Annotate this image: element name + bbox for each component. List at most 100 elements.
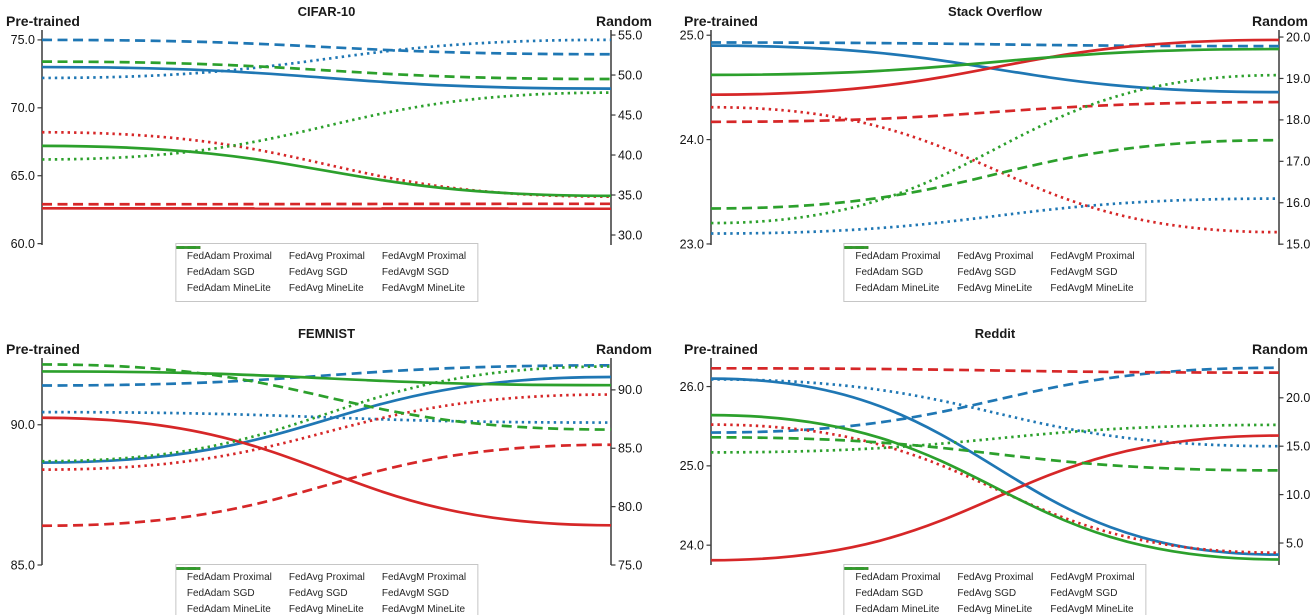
chart-cell-cifar-10: 75.0 70.0 65.0 60.0 55.0 50.0 45.0 40.0 35.0 30.0… bbox=[0, 0, 658, 307]
legend-item-fedavgm-proximal: FedAvgM Proximal bbox=[844, 567, 1135, 585]
right-axis-tick-label: 19.0 bbox=[1286, 72, 1310, 86]
series-line-fedavgm-proximal bbox=[41, 363, 612, 431]
legend-item-fedavgm-sgd: FedAvgM SGD bbox=[844, 567, 1134, 601]
legend-label: FedAvgM SGD bbox=[1050, 588, 1118, 599]
legend-label: FedAvg SGD bbox=[288, 588, 348, 599]
legend-label: FedAdam MineLite bbox=[186, 604, 271, 615]
legend-label: FedAvgM SGD bbox=[1050, 267, 1118, 278]
legend-label: FedAvgM Proximal bbox=[381, 572, 467, 583]
right-axis-tick-label: 35.0 bbox=[618, 188, 642, 202]
legend-label: FedAvg MineLite bbox=[288, 283, 364, 294]
chart-title: Reddit bbox=[975, 326, 1016, 341]
legend-item-fedadam-minelite: FedAdam MineLite bbox=[844, 567, 940, 615]
series-line-fedavgm-minelite bbox=[41, 91, 612, 161]
series-line-fedadam-sgd bbox=[710, 377, 1280, 556]
legend-item-fedavg-proximal: FedAvg Proximal bbox=[175, 567, 365, 585]
series-line-fedavg-minelite bbox=[41, 130, 612, 198]
left-axis-tick-label: 24.0 bbox=[680, 538, 704, 552]
legend-item-fedavgm-proximal: FedAvgM Proximal bbox=[175, 567, 467, 585]
series-line-fedadam-sgd bbox=[710, 44, 1280, 94]
series-line-fedavgm-sgd bbox=[710, 47, 1280, 77]
right-axis-tick-label: 45.0 bbox=[618, 108, 642, 122]
left-axis-tick-label: 25.0 bbox=[680, 459, 704, 473]
legend: FedAdam Proximal FedAdam SGD FedAdam MineL… bbox=[843, 564, 1147, 615]
right-axis-tick-label: 10.0 bbox=[1286, 488, 1310, 502]
series-line-fedadam-minelite bbox=[710, 378, 1280, 448]
legend-item-fedadam-proximal: FedAdam Proximal bbox=[844, 567, 940, 585]
pretrained-axis-header: Pre-trained bbox=[684, 13, 758, 29]
right-axis-tick-label: 80.0 bbox=[618, 500, 642, 514]
legend-item-fedavg-minelite: FedAvg MineLite bbox=[844, 246, 1033, 296]
series-line-fedavg-proximal bbox=[710, 100, 1280, 124]
legend-item-fedadam-minelite: FedAdam MineLite bbox=[175, 246, 272, 296]
legend-item-fedadam-proximal: FedAdam Proximal bbox=[175, 246, 272, 264]
legend-item-fedavg-proximal: FedAvg Proximal bbox=[175, 246, 365, 264]
chart-canvas-femnist: 90.0 85.0 90.0 85.0 80.0 75.0 FEMNIST Pre-train… bbox=[6, 326, 652, 572]
legend-label: FedAvg MineLite bbox=[288, 604, 364, 615]
legend: FedAdam Proximal FedAdam SGD FedAdam MineL… bbox=[174, 243, 479, 302]
series-line-fedadam-proximal bbox=[710, 366, 1280, 434]
right-axis-tick-label: 40.0 bbox=[618, 148, 642, 162]
series-line-fedavgm-minelite bbox=[710, 73, 1280, 225]
left-axis-tick-label: 24.0 bbox=[680, 133, 704, 147]
left-axis-tick-label: 85.0 bbox=[11, 558, 35, 572]
series-line-fedadam-sgd bbox=[41, 375, 612, 464]
right-axis-tick-label: 20.0 bbox=[1286, 30, 1310, 44]
series-line-fedavg-minelite bbox=[710, 105, 1280, 234]
legend-item-fedadam-sgd: FedAdam SGD bbox=[175, 246, 272, 280]
right-axis-tick-label: 75.0 bbox=[618, 558, 642, 572]
legend-label: FedAdam SGD bbox=[855, 267, 924, 278]
series-line-fedavgm-minelite bbox=[41, 365, 612, 463]
legend-item-fedadam-sgd: FedAdam SGD bbox=[844, 246, 940, 280]
legend-item-fedavgm-minelite: FedAvgM MineLite bbox=[175, 246, 466, 296]
legend-item-fedadam-proximal: FedAdam Proximal bbox=[844, 246, 941, 264]
right-axis-tick-label: 55.0 bbox=[618, 28, 642, 42]
legend-label: FedAvg Proximal bbox=[957, 572, 1034, 583]
legend-label: FedAvg Proximal bbox=[288, 572, 365, 583]
random-axis-header: Random bbox=[596, 341, 652, 357]
right-axis-tick-label: 20.0 bbox=[1286, 391, 1310, 405]
legend-item-fedavg-minelite: FedAvg MineLite bbox=[844, 567, 1033, 615]
legend-item-fedavgm-minelite: FedAvgM MineLite bbox=[844, 246, 1134, 296]
legend-item-fedavgm-proximal: FedAvgM Proximal bbox=[175, 246, 467, 264]
series-line-fedadam-proximal bbox=[710, 41, 1280, 48]
series-line-fedavg-minelite bbox=[41, 393, 612, 471]
legend-label: FedAvgM Proximal bbox=[1050, 251, 1135, 262]
chart-title: CIFAR-10 bbox=[298, 4, 356, 19]
legend-line-sample-dotted bbox=[175, 567, 200, 570]
legend-item-fedadam-sgd: FedAdam SGD bbox=[844, 567, 940, 601]
chart-canvas-cifar-10: 75.0 70.0 65.0 60.0 55.0 50.0 45.0 40.0 35.0 30.0… bbox=[6, 4, 652, 251]
legend-label: FedAvgM SGD bbox=[381, 588, 449, 599]
right-axis-tick-label: 50.0 bbox=[618, 68, 642, 82]
legend-label: FedAdam Proximal bbox=[855, 251, 941, 262]
right-axis-tick-label: 5.0 bbox=[1286, 536, 1303, 550]
legend-label: FedAvgM MineLite bbox=[1050, 604, 1134, 615]
left-axis-tick-label: 70.0 bbox=[11, 101, 35, 115]
random-axis-header: Random bbox=[596, 13, 652, 29]
series-line-fedavg-minelite bbox=[710, 423, 1280, 555]
legend-item-fedavgm-sgd: FedAvgM SGD bbox=[844, 246, 1134, 280]
series-line-fedavgm-sgd bbox=[41, 370, 612, 387]
legend-label: FedAdam Proximal bbox=[186, 572, 272, 583]
chart-cell-stack-overflow: 25.0 24.0 23.0 20.0 19.0 18.0 17.0 16.0 15.0 Stac… bbox=[658, 0, 1316, 307]
series-line-fedavgm-minelite bbox=[710, 423, 1280, 454]
legend-line-sample-dotted bbox=[844, 567, 869, 570]
legend-item-fedavgm-sgd: FedAvgM SGD bbox=[175, 246, 466, 280]
chart-title: Stack Overflow bbox=[948, 4, 1043, 19]
series-line-fedavgm-proximal bbox=[710, 435, 1280, 472]
right-axis-tick-label: 30.0 bbox=[618, 228, 642, 242]
left-axis-tick-label: 26.0 bbox=[680, 380, 704, 394]
legend-item-fedavgm-sgd: FedAvgM SGD bbox=[175, 567, 466, 601]
legend-label: FedAdam SGD bbox=[186, 588, 255, 599]
legend-label: FedAvg SGD bbox=[288, 267, 348, 278]
legend-label: FedAvg SGD bbox=[957, 588, 1017, 599]
series-line-fedadam-minelite bbox=[41, 38, 612, 80]
legend-label: FedAvgM Proximal bbox=[381, 251, 467, 262]
legend-item-fedavg-sgd: FedAvg SGD bbox=[175, 246, 365, 280]
legend-item-fedavg-proximal: FedAvg Proximal bbox=[844, 246, 1034, 264]
legend-label: FedAvg Proximal bbox=[957, 251, 1034, 262]
legend-label: FedAvg MineLite bbox=[957, 283, 1033, 294]
left-axis-tick-label: 25.0 bbox=[680, 29, 704, 43]
series-line-fedavg-proximal bbox=[41, 443, 612, 528]
